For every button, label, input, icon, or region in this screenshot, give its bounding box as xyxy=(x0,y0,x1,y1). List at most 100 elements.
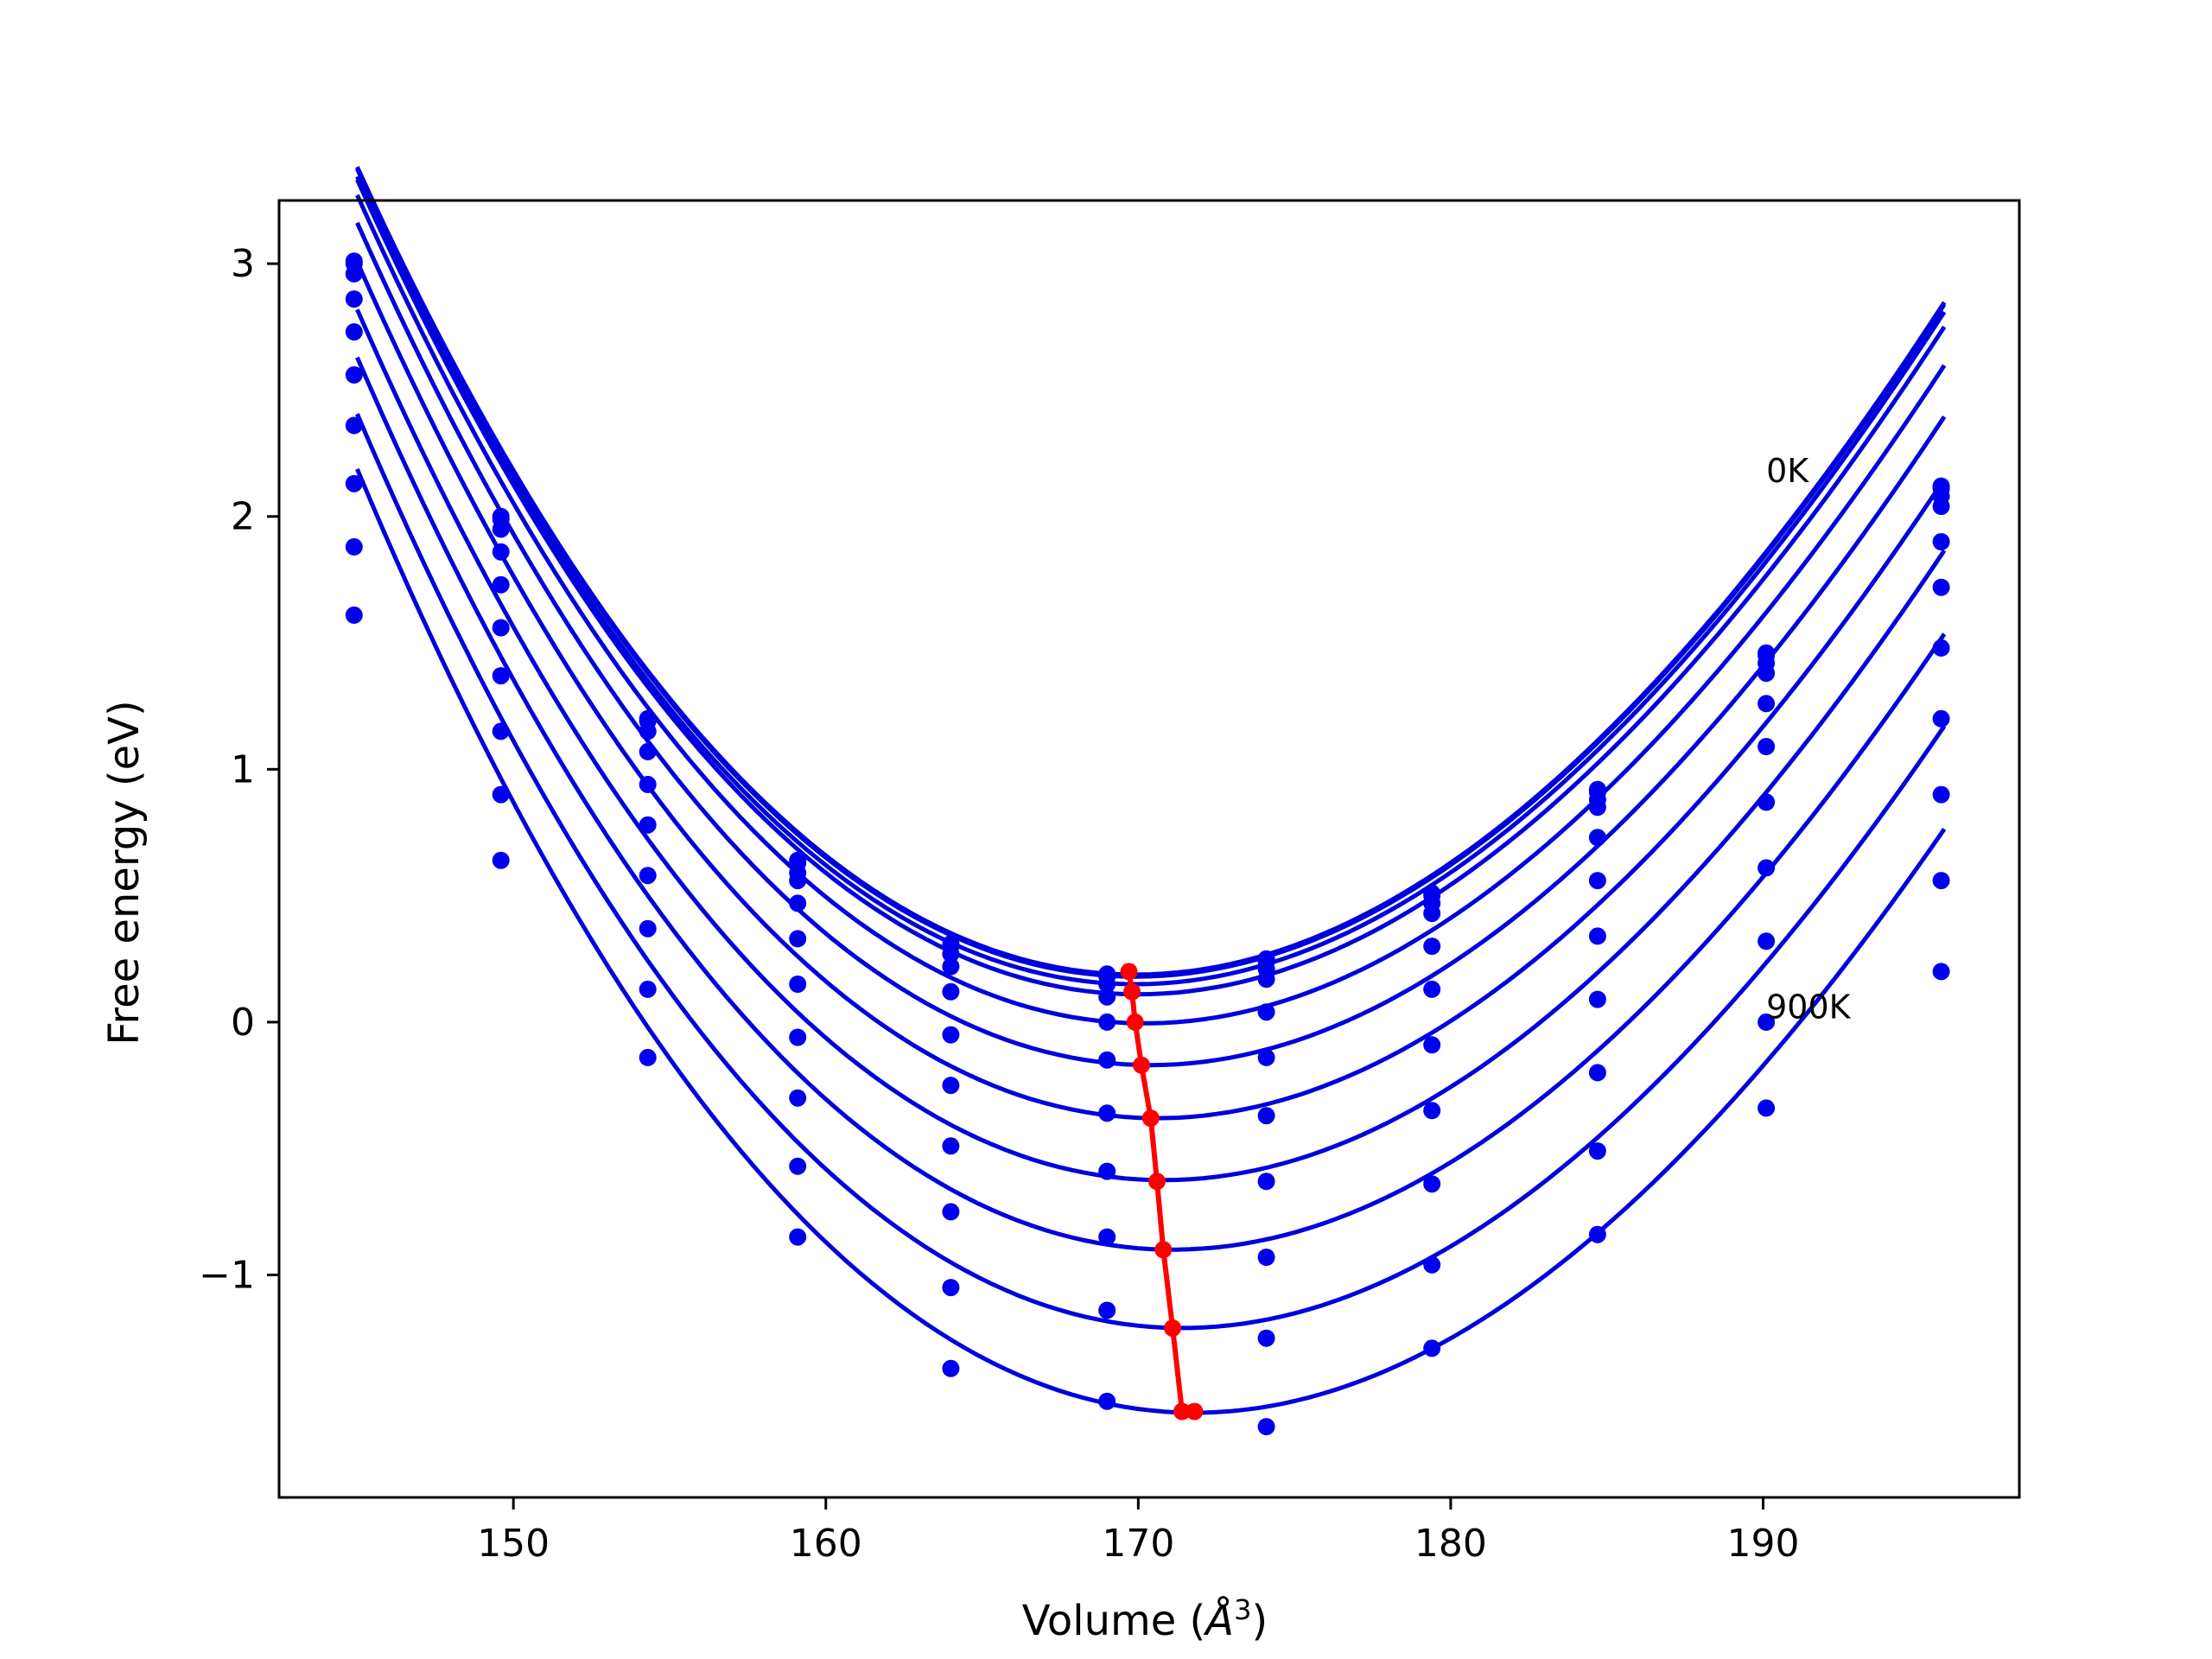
minimum-point xyxy=(1123,982,1141,1001)
data-point xyxy=(492,575,510,594)
data-point xyxy=(345,323,363,341)
data-point xyxy=(1098,1301,1116,1319)
plot-area xyxy=(345,166,1950,1436)
data-point xyxy=(789,1028,807,1046)
data-point xyxy=(1257,1329,1275,1347)
data-point xyxy=(1098,976,1116,993)
data-point xyxy=(1098,1104,1116,1122)
data-point xyxy=(789,872,807,890)
data-point xyxy=(1758,664,1776,683)
x-tick-label: 190 xyxy=(1727,1522,1800,1566)
data-point xyxy=(639,1048,657,1066)
data-point xyxy=(345,474,363,493)
data-point xyxy=(1257,1173,1275,1191)
data-point xyxy=(1932,963,1950,981)
minimum-point xyxy=(1120,963,1138,981)
data-point xyxy=(942,1026,960,1044)
data-point xyxy=(639,919,657,938)
data-point xyxy=(1758,793,1776,811)
data-point xyxy=(1588,1142,1606,1160)
data-point xyxy=(1932,785,1950,804)
data-point xyxy=(1758,1013,1776,1031)
data-point xyxy=(1257,1003,1275,1021)
data-point xyxy=(492,667,510,685)
minimum-point xyxy=(1154,1241,1173,1259)
axes: 150 160 170 180 190 3 2 1 0 −1 0K 900K xyxy=(199,199,2021,1566)
data-point xyxy=(1758,859,1776,877)
data-point xyxy=(1758,932,1776,950)
data-point xyxy=(1588,798,1606,817)
data-point xyxy=(1588,1064,1606,1082)
data-point xyxy=(789,1228,807,1246)
data-point xyxy=(1758,695,1776,713)
fit-curve-2 xyxy=(355,168,1947,979)
data-point xyxy=(1588,1225,1606,1243)
data-point xyxy=(1257,1048,1275,1066)
data-point xyxy=(345,290,363,308)
data-point xyxy=(492,619,510,637)
fit-curve-9 xyxy=(355,356,1947,1252)
data-point xyxy=(1098,1228,1116,1246)
data-point xyxy=(1932,533,1950,550)
data-point xyxy=(1257,1107,1275,1125)
data-point xyxy=(492,543,510,561)
minimum-point xyxy=(1164,1319,1182,1337)
annotation-low-temp: 0K xyxy=(1766,452,1809,490)
data-point xyxy=(942,944,960,963)
data-point xyxy=(1098,1162,1116,1180)
x-tick-label: 160 xyxy=(790,1522,862,1566)
data-point xyxy=(1257,1249,1275,1266)
fit-curve-11 xyxy=(355,467,1947,1415)
data-point xyxy=(639,816,657,834)
fit-curve-5 xyxy=(355,194,1947,1026)
data-point xyxy=(942,1203,960,1221)
x-tick-label: 180 xyxy=(1414,1522,1487,1566)
x-tick-label: 170 xyxy=(1102,1522,1174,1566)
plot-frame xyxy=(277,199,2021,1499)
data-point xyxy=(1423,905,1441,923)
data-point xyxy=(1588,872,1606,890)
minima-line xyxy=(1126,970,1195,1414)
y-tick-label: 1 xyxy=(231,747,255,791)
data-point xyxy=(1423,980,1441,998)
data-point xyxy=(1423,938,1441,956)
minimum-point xyxy=(1185,1402,1204,1421)
y-tick-label: 3 xyxy=(231,242,255,286)
data-point xyxy=(942,1077,960,1095)
data-point xyxy=(1932,872,1950,890)
fit-curve-3 xyxy=(355,175,1947,987)
data-point xyxy=(1098,1392,1116,1410)
data-point xyxy=(789,930,807,948)
data-point xyxy=(639,775,657,793)
y-tick-label: 2 xyxy=(231,495,255,539)
data-point xyxy=(345,365,363,384)
data-point xyxy=(1588,990,1606,1008)
fit-curve-8 xyxy=(355,308,1947,1183)
y-tick-label: 0 xyxy=(231,1001,255,1045)
x-axis-title: Volume (Å3) xyxy=(1022,1593,1268,1645)
data-point xyxy=(492,785,510,804)
data-point xyxy=(1423,1036,1441,1054)
data-point xyxy=(789,1089,807,1107)
minimum-point xyxy=(1148,1173,1166,1191)
data-point xyxy=(639,742,657,760)
data-point xyxy=(639,980,657,998)
data-point xyxy=(492,520,510,538)
data-point xyxy=(345,606,363,624)
x-tick-label: 150 xyxy=(477,1522,550,1566)
data-point xyxy=(1932,639,1950,657)
data-point xyxy=(1257,1418,1275,1436)
data-point xyxy=(1423,1175,1441,1193)
data-point xyxy=(1932,498,1950,515)
data-point xyxy=(345,416,363,435)
data-point xyxy=(1932,709,1950,728)
data-point xyxy=(1098,1051,1116,1069)
minimum-point xyxy=(1133,1056,1150,1074)
fit-curve-6 xyxy=(355,221,1947,1068)
data-point xyxy=(1588,927,1606,945)
data-point xyxy=(1588,829,1606,847)
data-point xyxy=(492,722,510,741)
minimum-point xyxy=(1173,1402,1191,1421)
data-point xyxy=(1758,738,1776,755)
